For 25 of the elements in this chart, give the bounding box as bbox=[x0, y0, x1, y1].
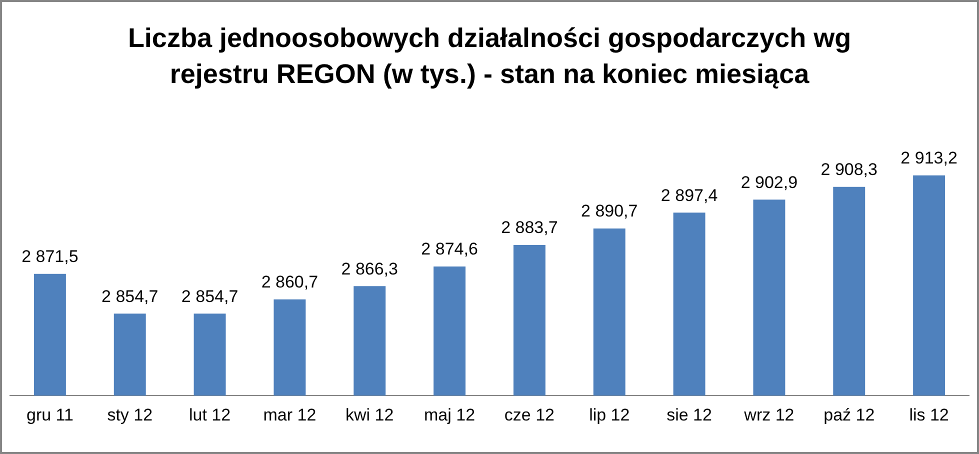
data-label: 2 908,3 bbox=[820, 160, 878, 180]
data-label: 2 854,7 bbox=[181, 286, 238, 306]
data-label: 2 854,7 bbox=[102, 286, 158, 306]
x-tick-label: lis 12 bbox=[909, 405, 949, 424]
x-tick-label: wrz 12 bbox=[743, 405, 794, 424]
chart-title: Liczba jednoosobowych działalności gospodarczych wg rejestru REGON (w tys.) - stan na koniec miesiąca bbox=[126, 22, 852, 91]
x-tick-label: sie 12 bbox=[666, 405, 712, 424]
data-label: 2 874,6 bbox=[421, 240, 478, 259]
data-label: 2 871,5 bbox=[22, 247, 78, 266]
x-tick-label: paź 12 bbox=[824, 405, 875, 424]
data-label: 2 913,2 bbox=[900, 148, 958, 168]
x-tick-label: cze 12 bbox=[504, 405, 555, 424]
data-label: 2 883,7 bbox=[501, 218, 558, 238]
data-label: 2 897,4 bbox=[660, 186, 718, 205]
x-tick-label: sty 12 bbox=[107, 405, 153, 424]
x-tick-label: kwi 12 bbox=[346, 405, 394, 424]
x-tick-label: gru 11 bbox=[26, 405, 74, 424]
data-label: 2 866,3 bbox=[341, 259, 398, 278]
data-label: 2 902,9 bbox=[740, 172, 798, 192]
data-label: 2 860,7 bbox=[261, 272, 318, 292]
x-tick-label: lut 12 bbox=[188, 405, 231, 424]
x-tick-label: lip 12 bbox=[589, 405, 630, 424]
x-tick-label: maj 12 bbox=[424, 405, 476, 424]
data-label: 2 890,7 bbox=[581, 202, 638, 221]
x-tick-label: mar 12 bbox=[263, 405, 316, 424]
